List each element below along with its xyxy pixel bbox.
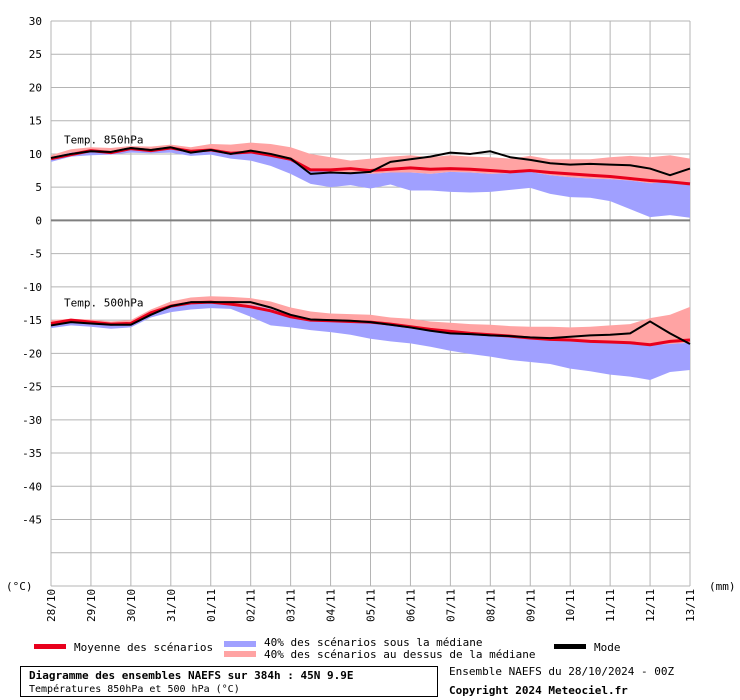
spread-bands: [51, 142, 690, 380]
mode-line-850hPa: [50, 146, 691, 177]
x-tick-label: 29/10: [85, 589, 98, 622]
x-tick-label: 02/11: [245, 589, 258, 622]
y-tick-label: -15: [22, 314, 42, 327]
y-unit-left: (°C): [6, 580, 33, 593]
x-tick-label: 12/11: [644, 589, 657, 622]
band-below-850hPa: [51, 148, 690, 218]
x-tick-label: 06/11: [404, 589, 417, 622]
x-tick-labels: 28/10 29/10 30/10 31/10 01/11 02/11 03/11 04/11…: [45, 589, 697, 622]
x-tick-label: 08/11: [484, 589, 497, 622]
legend-above-swatch: [224, 651, 256, 657]
y-tick-label: -30: [22, 414, 42, 427]
chart-annotations: Temp. 850hPa Temp. 500hPa: [64, 134, 143, 310]
x-tick-label: 13/11: [684, 589, 697, 622]
x-tick-label: 04/11: [325, 589, 338, 622]
y-tick-label: -20: [22, 347, 42, 360]
x-tick-label: 30/10: [125, 589, 138, 622]
y-tick-label: 15: [29, 115, 42, 128]
legend-mode-label: Mode: [594, 641, 621, 654]
x-tick-label: 31/10: [165, 589, 178, 622]
x-tick-label: 11/11: [604, 589, 617, 622]
y-tick-label: 25: [29, 48, 42, 61]
legend: Moyenne des scénarios 40% des scénarios s…: [34, 636, 621, 661]
legend-mean-label: Moyenne des scénarios: [74, 641, 213, 654]
y-tick-label: -10: [22, 281, 42, 294]
legend-mean-swatch: [34, 644, 66, 649]
legend-below-swatch: [224, 641, 256, 647]
x-tick-label: 01/11: [205, 589, 218, 622]
y-tick-label: -35: [22, 447, 42, 460]
x-tick-label: 07/11: [444, 589, 457, 622]
run-info: Ensemble NAEFS du 28/10/2024 - 00Z: [449, 665, 675, 678]
legend-below-label: 40% des scénarios sous la médiane: [264, 636, 483, 649]
y-tick-label: 0: [35, 214, 42, 227]
y-unit-right: (mm): [709, 580, 736, 593]
copyright: Copyright 2024 Meteociel.fr: [449, 684, 628, 697]
y-tick-label: 30: [29, 15, 42, 28]
x-tick-label: 05/11: [365, 589, 378, 622]
x-tick-label: 03/11: [285, 589, 298, 622]
y-tick-label: 20: [29, 81, 42, 94]
footer-title: Diagramme des ensembles NAEFS sur 384h :…: [29, 669, 354, 682]
legend-mode-swatch: [554, 644, 586, 649]
x-tick-label: 09/11: [524, 589, 537, 622]
y-tick-label: -40: [22, 480, 42, 493]
level-annotation: Temp. 500hPa: [64, 297, 143, 310]
y-tick-label: 10: [29, 148, 42, 161]
band-above-500hPa: [51, 296, 690, 345]
series-lines: [50, 146, 691, 347]
legend-above-label: 40% des scénarios au dessus de la médian…: [264, 648, 536, 661]
y-tick-label: -45: [22, 514, 42, 527]
y-tick-labels: 30 25 20 15 10 5 0 -5 -10 -15 -20 -25 -30 -35 -40 -45 (°…: [6, 15, 736, 593]
footer-subtitle: Températures 850hPa et 500 hPa (°C): [29, 684, 240, 695]
band-below-500hPa: [51, 302, 690, 380]
grid-lines: [50, 20, 691, 587]
x-tick-label: 28/10: [45, 589, 58, 622]
footer-box: Diagramme des ensembles NAEFS sur 384h :…: [20, 666, 438, 697]
y-tick-label: -5: [29, 248, 42, 261]
level-annotation: Temp. 850hPa: [64, 134, 143, 147]
y-tick-label: 5: [35, 181, 42, 194]
band-above-850hPa: [51, 142, 690, 184]
mode-line-500hPa: [50, 301, 691, 345]
y-tick-label: -25: [22, 381, 42, 394]
x-tick-label: 10/11: [564, 589, 577, 622]
